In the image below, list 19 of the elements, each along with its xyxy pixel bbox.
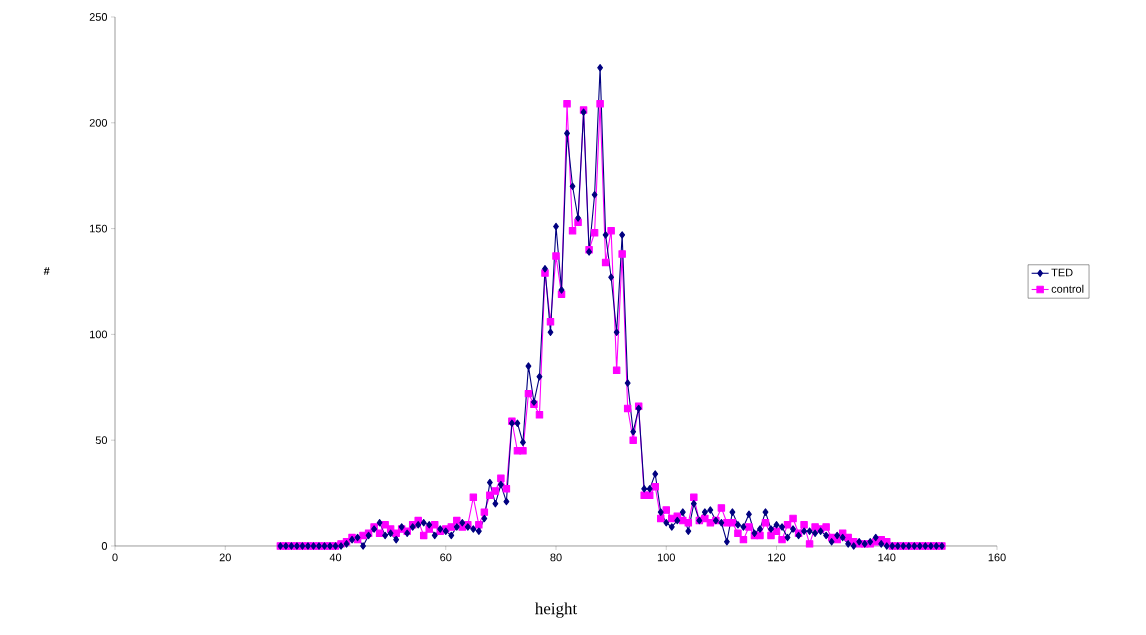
y-tick-label: 150: [90, 224, 108, 233]
x-tick-label: 100: [657, 553, 675, 562]
y-tick-label: 100: [90, 330, 108, 339]
y-tick-label: 50: [95, 436, 108, 445]
x-tick-label: 40: [329, 553, 342, 562]
x-tick-label: 120: [768, 553, 786, 562]
x-tick-label: 80: [550, 553, 562, 562]
legend-label: TED: [1051, 268, 1073, 277]
y-tick-label: 200: [89, 118, 108, 127]
y-tick-label: 250: [89, 13, 108, 21]
x-tick-label: 20: [219, 553, 231, 562]
x-tick-label: 0: [112, 553, 118, 562]
x-axis-title: height: [535, 602, 578, 618]
x-tick-label: 60: [440, 553, 452, 562]
y-tick-label: 0: [101, 542, 108, 550]
x-tick-label: 160: [988, 553, 1006, 562]
y-axis-title: #: [43, 267, 50, 275]
x-tick-label: 140: [878, 553, 896, 562]
legend-label: control: [1051, 284, 1084, 293]
